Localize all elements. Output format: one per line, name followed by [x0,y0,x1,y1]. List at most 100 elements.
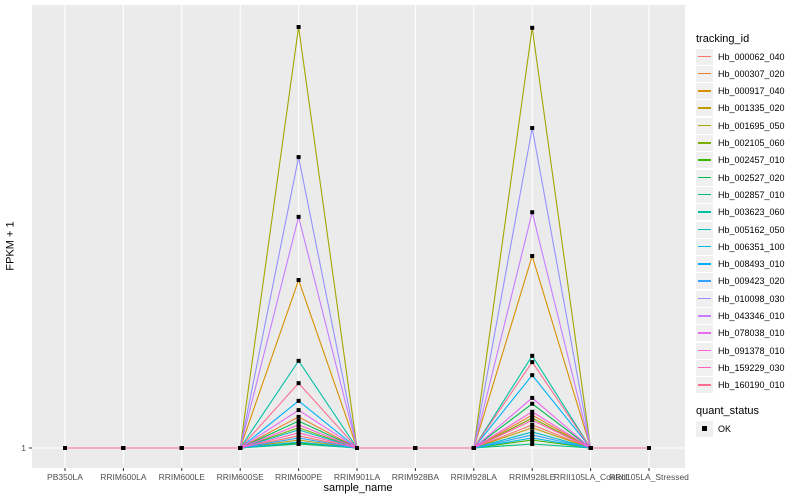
data-point [296,427,301,432]
data-point [471,446,476,450]
line-key-icon [696,238,713,255]
legend-item: Hb_005162_050 [696,221,785,238]
data-point [530,373,535,378]
legend-item: Hb_002527_020 [696,169,785,186]
data-point [530,25,535,30]
data-point [530,442,535,447]
line-key-icon [696,117,713,134]
x-tick-label: RRIM928LE [509,472,556,482]
legend-item: Hb_010098_030 [696,290,785,307]
y-axis-label: FPKM + 1 [4,221,17,271]
data-point [121,446,126,450]
data-point [530,430,535,435]
data-point [530,416,535,421]
line-key-icon [696,100,713,117]
data-point [588,446,593,450]
legend-item: Hb_002457_010 [696,152,785,169]
x-tick-label: RRIM901LA [334,472,381,482]
data-point [296,358,301,363]
legend-label: Hb_000307_020 [718,68,785,79]
line-key-icon [696,135,713,151]
legend-item: Hb_000307_020 [696,65,785,82]
data-point [530,126,535,131]
data-point [296,414,301,419]
legend-label: Hb_002457_010 [718,155,785,166]
line-key-icon [696,221,713,238]
legend-label: Hb_005162_050 [718,224,785,235]
data-point [530,435,535,440]
legend-item: Hb_002857_010 [696,186,785,203]
data-point [296,25,301,29]
x-tick-label: PB350LA [47,472,83,482]
legend-item: Hb_043346_010 [696,308,785,325]
data-point [296,425,301,430]
data-point [530,360,535,365]
x-tick-label: RRIM928LA [451,472,498,482]
data-point [530,353,535,358]
x-tick-label: RRIM600PE [275,472,323,482]
legend-label: Hb_006351_100 [718,241,785,252]
legend-label: Hb_000917_040 [718,86,785,97]
legend-label: Hb_091378_010 [718,345,785,356]
data-point [179,446,184,450]
data-point [296,408,301,413]
legend-label: Hb_002857_010 [718,189,785,200]
data-point [296,398,301,403]
legend-item: Hb_160190_010 [696,377,785,394]
line-key-icon [696,186,713,203]
legend-item: Hb_003623_060 [696,204,785,221]
data-point [63,446,67,450]
x-tick-label: RRIM600SE [217,472,265,482]
data-point [530,254,535,259]
data-point [296,381,301,386]
shape-legend-item: OK [696,420,731,437]
line-key-icon [696,152,713,169]
legend-label: Hb_003623_060 [718,207,785,218]
data-point [296,155,301,160]
legend-label: Hb_001695_050 [718,120,785,131]
data-point [647,446,651,450]
x-tick-label: RRIM600LE [159,472,206,482]
legend-label: Hb_002527_020 [718,172,785,183]
line-key-icon [696,325,713,342]
legend-item: Hb_001695_050 [696,117,785,134]
legend-item: Hb_000917_040 [696,83,785,100]
data-point [296,435,301,440]
legend-label: Hb_010098_030 [718,293,785,304]
data-point [530,438,535,443]
legend-item: Hb_000062_040 [696,48,785,65]
x-tick-label: RRIM600LA [100,472,147,482]
line-key-icon [696,169,713,186]
legend-label: Hb_043346_010 [718,311,785,321]
data-point [413,446,418,450]
data-point [530,425,535,430]
legend-item: Hb_078038_010 [696,325,785,342]
data-point [530,409,535,414]
legend-item: Hb_009423_020 [696,273,785,290]
line-key-icon [696,65,713,82]
data-point [296,214,301,219]
line-key-icon [696,359,713,376]
data-point [530,210,535,215]
data-point [296,433,301,438]
line-key-icon [696,308,713,324]
panel-background [32,5,685,468]
legend-label: Hb_160190_010 [718,380,785,391]
legend-label: Hb_002105_060 [718,138,785,148]
legend-item: Hb_159229_030 [696,359,785,376]
line-key-icon [696,256,713,273]
legend-item: Hb_002105_060 [696,135,785,152]
line-key-icon [696,290,713,307]
square-point-icon [696,420,713,437]
data-point [355,446,359,450]
legend-label: Hb_000062_040 [718,51,785,62]
line-key-icon [696,273,713,290]
line-key-icon [696,48,713,65]
data-point [296,440,301,445]
line-key-icon [696,83,713,100]
data-point [530,413,535,418]
legend-label: Hb_001335_020 [718,103,785,114]
x-tick-label: RRII105LA_Control [554,472,628,482]
data-point [530,401,535,406]
